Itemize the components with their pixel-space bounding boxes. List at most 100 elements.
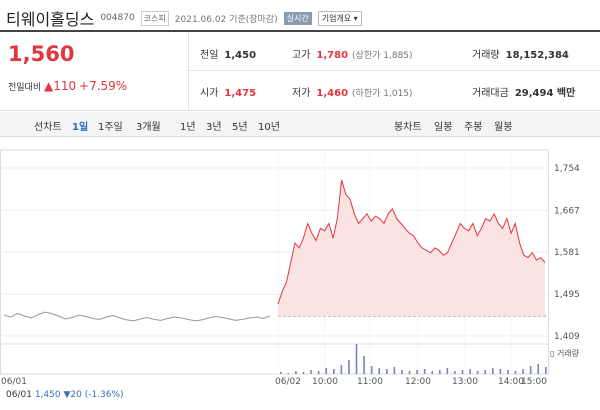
stat-cell: 저가 1,460 (하한가 1,015)	[292, 84, 413, 99]
tab-label: 선차트	[34, 122, 62, 133]
volume-bar	[333, 369, 335, 374]
line	[277, 180, 546, 305]
change-value: ▲110	[44, 79, 77, 93]
volume-bar	[340, 365, 343, 374]
stat-value: 1,450	[224, 50, 257, 61]
volume-bar	[439, 370, 441, 374]
footer-price: 1,450	[34, 390, 61, 400]
company-button[interactable]: 기업개요 ▾	[317, 10, 362, 26]
volume-bar	[469, 369, 471, 374]
volume-bar	[492, 368, 494, 374]
area	[278, 180, 545, 317]
stat-cell: 시가 1,475	[200, 84, 256, 99]
change-label: 전일대비	[8, 83, 42, 93]
volume-bar	[378, 368, 381, 374]
volume-bar	[370, 366, 373, 374]
tab[interactable]: 1일	[72, 122, 89, 133]
tab-bar: 선차트 1일 1주일 3개월 1년 3년 5년 10년 봉차트 일봉 주봉 월봉	[0, 112, 600, 137]
y-tick-label: 1,581	[554, 248, 580, 258]
stat-note: (하한가 1,015)	[352, 89, 413, 99]
tab[interactable]: 3년	[206, 122, 222, 133]
x-tick-label: 06/02	[275, 377, 301, 387]
volume-bar	[393, 367, 396, 374]
volume-bar	[431, 371, 434, 374]
volume-bar	[499, 369, 502, 374]
volume-bar	[363, 356, 365, 374]
x-tick-label: 10:00	[312, 377, 338, 387]
volume-bar	[529, 366, 532, 374]
stat-value: 1,780	[316, 50, 349, 61]
x-tick-label: 13:00	[452, 377, 478, 387]
volume-bar	[302, 372, 305, 374]
stat-value: 1,475	[224, 88, 257, 99]
footer-date: 06/01	[6, 390, 32, 400]
stat-label: 저가	[292, 88, 311, 99]
tab[interactable]: 1주일	[98, 122, 123, 133]
realtime-button[interactable]: 실시간	[283, 11, 312, 25]
volume-bar	[454, 371, 456, 374]
tab[interactable]: 일봉	[434, 122, 453, 133]
volume-bar	[476, 371, 479, 374]
tab[interactable]: 주봉	[464, 122, 483, 133]
x-tick-label: 11:00	[357, 377, 383, 387]
stat-value: 18,152,384	[505, 50, 569, 61]
volume-bar	[416, 370, 418, 374]
volume-bar	[537, 364, 540, 374]
line	[3, 311, 271, 322]
volume-bar	[446, 368, 449, 374]
volume-bar	[545, 367, 547, 374]
tab[interactable]: 월봉	[494, 122, 513, 133]
y-tick-label: 1,495	[554, 290, 580, 300]
divider	[188, 70, 600, 71]
volume-bar	[484, 370, 487, 374]
stat-value: 29,494 백만	[514, 88, 576, 99]
tab-label: 봉차트	[394, 122, 422, 133]
divider	[188, 32, 189, 110]
stat-label: 시가	[200, 88, 219, 99]
y-tick-label: 1,754	[554, 164, 580, 174]
stat-label: 거래대금	[472, 88, 509, 99]
stat-label: 거래량	[472, 50, 500, 61]
tab[interactable]: 3개월	[136, 122, 161, 133]
volume-bar	[386, 369, 388, 374]
volume-bar	[423, 369, 426, 374]
x-tick-label: 12:00	[405, 377, 431, 387]
market: 코스피	[140, 10, 169, 26]
x-tick-label: 15:00	[521, 377, 547, 387]
volume-bar	[522, 369, 524, 374]
chart: 1,754 1,667 1,581 1,495 1,409 06/01 06/02 10:00…	[0, 149, 580, 387]
header: 티웨이홀딩스 004870 코스피 2021.06.02 기준(장마감) 실시간…	[6, 6, 362, 30]
date: 2021.06.02 기준(장마감)	[174, 14, 278, 25]
footer-change: ▼20	[63, 390, 82, 400]
volume-bar	[287, 373, 290, 374]
title: 티웨이홀딩스	[6, 10, 95, 29]
footer: 06/01 1,450 ▼20 (-1.36%)	[6, 390, 124, 400]
stat-cell: 거래량 18,152,384	[472, 46, 569, 61]
volume-bar	[317, 371, 320, 374]
quote-box: 1,560 전일대비 ▲110 +7.59% 전일 1,450 고가 1,780 (상한…	[0, 30, 600, 111]
footer-pct: (-1.36%)	[84, 390, 124, 400]
volume-bar	[461, 370, 464, 374]
y-tick-label: 1,409	[554, 332, 580, 342]
volume-bar	[401, 370, 403, 374]
tab[interactable]: 1년	[180, 122, 196, 133]
volume-bar	[348, 360, 350, 374]
code: 004870	[100, 13, 135, 23]
price: 1,560	[8, 42, 75, 66]
stat-cell: 전일 1,450	[200, 46, 256, 61]
volume-bar	[325, 368, 328, 374]
tab[interactable]: 5년	[232, 122, 248, 133]
change: 전일대비 ▲110 +7.59%	[8, 79, 127, 93]
stat-label: 전일	[200, 50, 219, 61]
stat-cell: 고가 1,780 (상한가 1,885)	[292, 46, 413, 61]
change-pct: +7.59%	[79, 79, 128, 93]
volume-bar	[280, 372, 282, 374]
volume-bar	[408, 371, 411, 374]
volume-bar	[507, 370, 509, 374]
volume-label: ▯ 거래량	[550, 348, 580, 358]
stat-value: 1,460	[316, 88, 349, 99]
x-tick-label: 14:00	[498, 377, 524, 387]
tab[interactable]: 10년	[258, 122, 280, 133]
plot-frame	[0, 149, 549, 375]
